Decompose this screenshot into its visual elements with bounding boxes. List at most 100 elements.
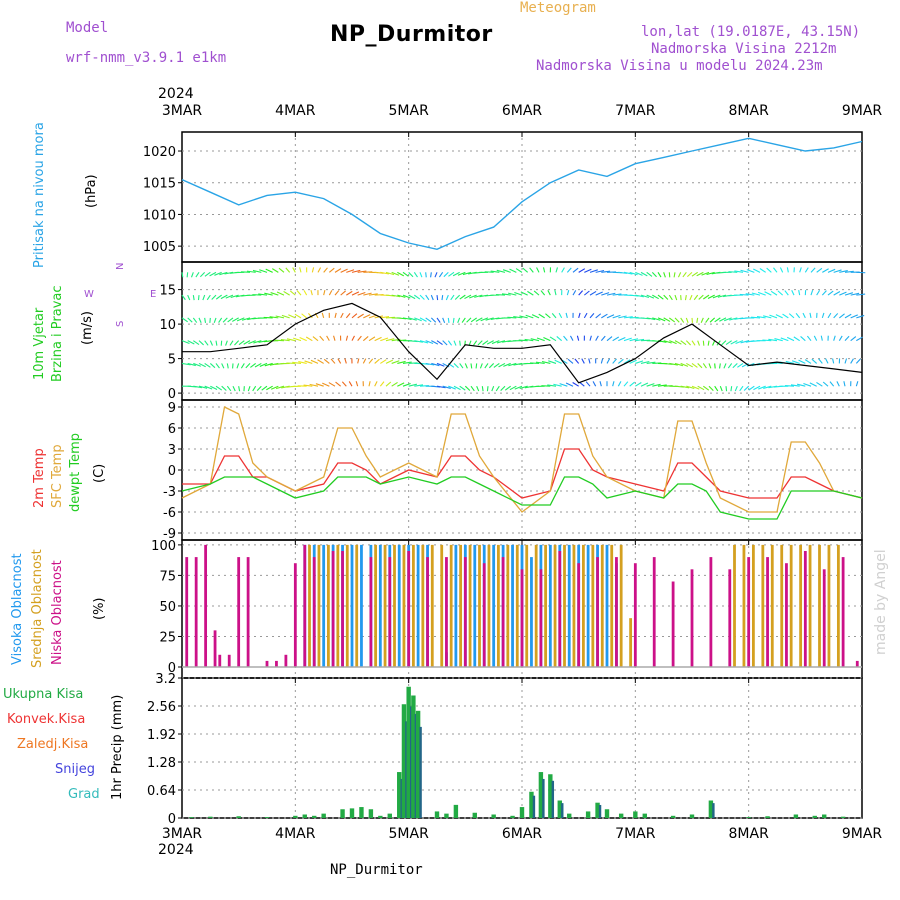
wind-barb [714,317,721,323]
cloud-bar [345,544,349,668]
wind-barb [618,315,627,319]
wind-speed-line [182,302,863,384]
wind-barb [531,314,540,319]
wind-barb [696,317,699,323]
wind-barb [518,339,528,342]
wind-barb [181,340,190,344]
wind-barb [346,290,353,296]
wind-barb [192,295,195,301]
wind-barb [341,381,347,387]
wind-barb [301,313,308,319]
wind-barb [453,363,459,369]
wind-barb [635,382,642,387]
footer-station: NP_Durmitor [330,862,423,878]
precip-bar-snow [561,803,564,818]
precip-bar [472,812,477,818]
wind-barb [379,381,385,387]
wind-barb [380,337,389,342]
wind-barb [345,335,349,341]
wind-barb [317,359,324,364]
wind-barb [745,293,755,296]
wind-barb [663,272,666,278]
wind-barb [181,362,191,366]
cloud-bar [511,544,514,668]
wind-barb [646,383,655,387]
wind-barb [443,271,449,278]
compass-s: S [115,321,126,327]
cloud-bar [520,569,524,668]
precip-bar-snow [405,721,408,818]
precip-tick-label: 1.28 [147,756,176,771]
temp-tick-label: 3 [168,443,176,458]
wind-barb [707,294,715,299]
wind-barb [751,316,761,319]
time-label-top: 3MAR [162,103,203,119]
wind-barb [434,272,438,278]
temp-tick-label: 9 [168,401,176,416]
cloud-bar [246,557,250,668]
wind-barb [363,292,372,296]
precip-bar [349,808,355,818]
wind-barb [430,294,434,301]
cloud-bar [785,563,788,668]
precip-bar [302,814,307,818]
wind-barb [520,291,528,296]
wind-barb [578,268,586,273]
wind-barb [705,317,710,323]
wind-barb [419,294,425,300]
precip-bar [189,817,194,818]
wind-barb [612,336,620,342]
wind-barb [536,337,545,342]
precip-bar [401,704,407,818]
wind-barb [697,385,705,391]
wind-barb [211,294,217,300]
cloud-bar [284,654,288,668]
wind-barb [315,383,324,387]
cloud-bar [478,544,481,668]
wind-barb [798,290,801,296]
wind-barb [229,340,234,346]
wind-barb [782,313,789,319]
wind-barb [719,363,721,369]
wind-barb [462,271,472,276]
precip-bar [321,813,326,818]
wind-barb [479,363,483,369]
wind-barb [686,271,693,278]
wind-barb [810,290,814,296]
wind-barb [581,358,585,364]
wind-barb [357,291,366,296]
page-title: NP_Durmitor [330,22,493,47]
wind-barb [266,385,273,391]
precip-bar [264,817,270,818]
wind-barb [385,338,395,342]
wind-barb [309,383,319,387]
wind-barb [299,267,302,273]
wind-barb [541,360,551,364]
wind-barb [303,384,313,387]
cloud-bar [213,630,217,668]
wind-barb [385,271,395,276]
wind-barb [843,381,846,387]
wind-barb [725,340,732,346]
wind-barb [464,363,468,369]
precip-bar-snow [712,803,715,818]
cloud-bar [553,544,557,668]
cloud-bar [544,544,548,668]
wind-barb [589,313,595,319]
wind-barb [652,294,659,300]
wind-barb [344,358,347,364]
cloud-bar [454,544,458,668]
cloud-bar [317,544,321,668]
wind-barb [461,317,466,323]
wind-barb [855,381,859,387]
cloud-bar [185,557,189,668]
cloud-bar [596,557,599,668]
wind-barb [769,314,778,319]
wind-barb [476,385,480,392]
wind-barb [294,313,302,319]
cloud-bar [383,544,387,668]
cloud-bar [709,557,713,668]
wind-barb [264,362,273,367]
wind-barb [209,340,214,346]
